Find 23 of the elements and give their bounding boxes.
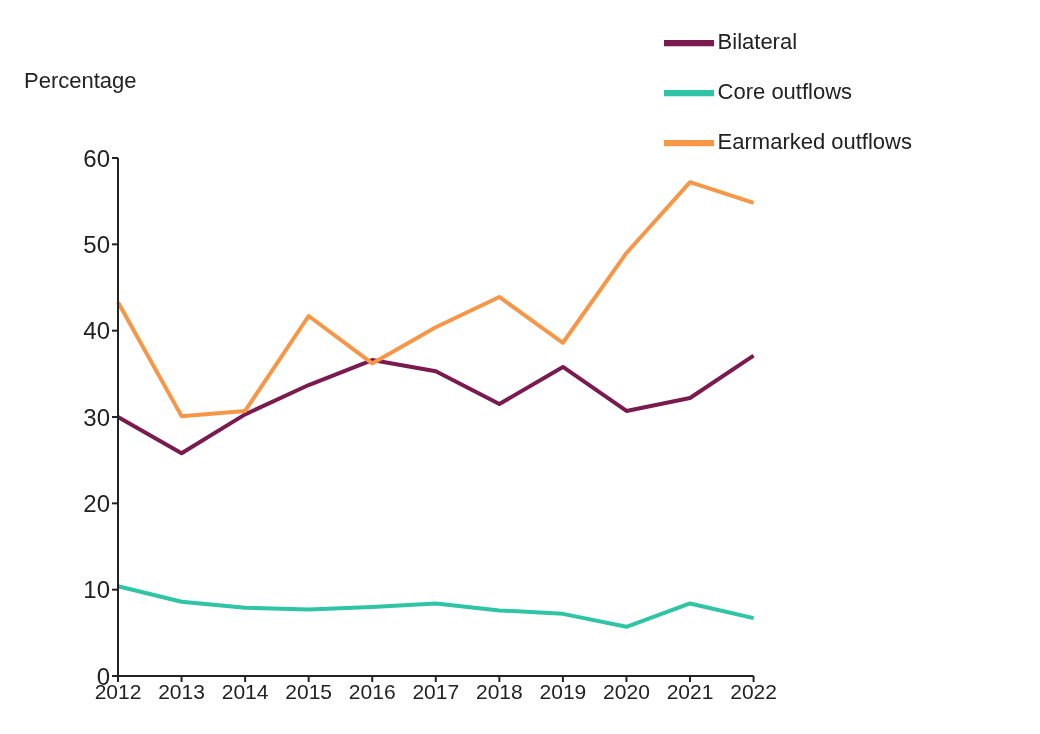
legend-label: Bilateral [717, 28, 798, 54]
y-tick-label: 10 [83, 576, 110, 604]
legend-label: Core outflows [717, 78, 853, 104]
x-tick-label: 2018 [475, 679, 523, 703]
x-tick-label: 2020 [603, 679, 650, 703]
y-tick-label: 20 [83, 489, 110, 517]
y-tick-label: 40 [83, 317, 110, 345]
y-axis-title: Percentage [24, 68, 137, 94]
line-series [116, 180, 756, 419]
legend-label: Earmarked outflows [717, 128, 912, 154]
x-tick-label: 2014 [221, 679, 269, 703]
line-series [116, 584, 756, 629]
y-tick-label: 30 [83, 403, 110, 431]
x-tick-label: 2022 [730, 679, 777, 703]
x-tick-label: 2016 [348, 679, 396, 703]
x-tick-label: 2019 [539, 679, 587, 703]
x-tick-label: 2013 [158, 679, 205, 703]
x-tick-label: 2017 [412, 679, 460, 703]
line-series [116, 353, 756, 456]
y-tick-label: 50 [83, 230, 110, 258]
y-tick-label: 60 [83, 144, 110, 172]
x-tick-label: 2015 [285, 679, 333, 703]
x-tick-label: 2021 [666, 679, 714, 703]
